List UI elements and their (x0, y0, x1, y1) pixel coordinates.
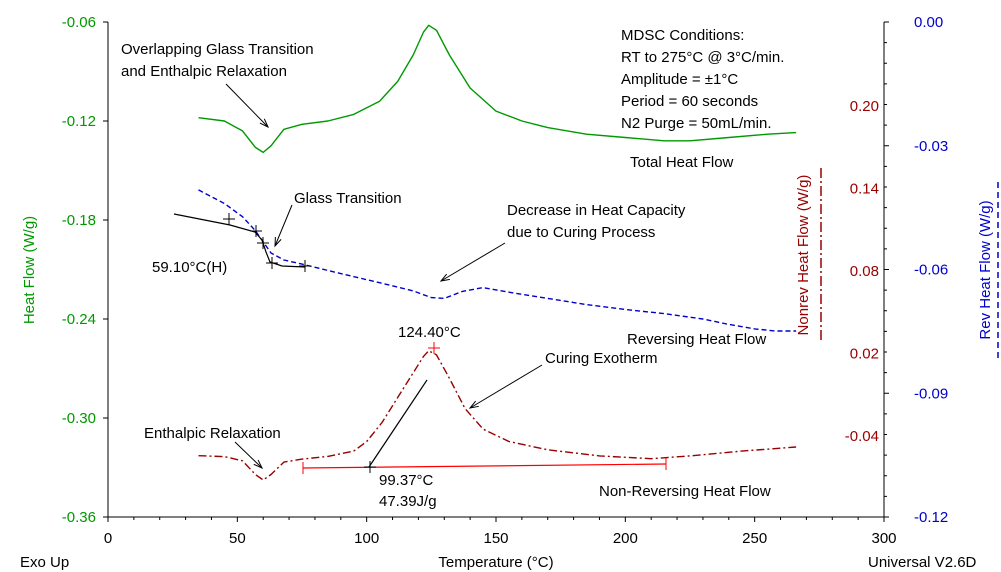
annotation-marks (173, 83, 667, 474)
conditions-line: Period = 60 seconds (621, 93, 758, 110)
reversing-heat-flow-label: Reversing Heat Flow (627, 331, 766, 348)
annotation-arrow (440, 242, 506, 282)
onset-temp-label: 99.37°C (379, 472, 434, 489)
mid-tick-label: 0.14 (850, 181, 879, 198)
glass-transition-tangent (173, 213, 306, 268)
annotation-arrowhead (439, 273, 450, 282)
tg-value-label: 59.10°C(H) (152, 259, 227, 276)
onset-tangent (368, 379, 428, 468)
curing-exotherm-label: Curing Exotherm (545, 350, 658, 367)
series-line (198, 189, 797, 332)
conditions-line: MDSC Conditions: (621, 27, 744, 44)
conditions-text: MDSC Conditions: RT to 275°C @ 3°C/min. … (621, 27, 784, 132)
overlap-label: Overlapping Glass Transition (121, 41, 314, 58)
x-tick-label: 150 (483, 530, 508, 547)
mid-tick-label: 0.08 (850, 263, 879, 280)
conditions-line: RT to 275°C @ 3°C/min. (621, 49, 784, 66)
x-tick-label: 0 (104, 530, 112, 547)
mid-tick-label: 0.20 (850, 98, 879, 115)
left-tick-label: -0.06 (62, 14, 96, 31)
right-tick-label: 0.00 (914, 14, 943, 31)
decrease-label: Decrease in Heat Capacity (507, 202, 686, 219)
annotation-arrow (225, 83, 269, 128)
x-tick-label: 100 (354, 530, 379, 547)
annotation-arrow (234, 441, 263, 469)
right-tick-label: -0.09 (914, 385, 948, 402)
x-tick-label: 300 (871, 530, 896, 547)
annotation-arrowhead (259, 118, 270, 129)
annotation-arrowhead (274, 236, 282, 248)
x-axis-title: Temperature (°C) (438, 554, 553, 571)
mid-tick-label: 0.02 (850, 346, 879, 363)
decrease-label: due to Curing Process (507, 224, 655, 241)
right-tick-label: -0.06 (914, 262, 948, 279)
left-tick-label: -0.12 (62, 113, 96, 130)
annotation-arrowhead (468, 400, 479, 409)
overlap-label: and Enthalpic Relaxation (121, 63, 287, 80)
x-tick-label: 200 (613, 530, 638, 547)
mid-axis-title: Nonrev Heat Flow (W/g) (795, 175, 812, 336)
footer-left: Exo Up (20, 554, 69, 571)
series-line (198, 350, 797, 481)
x-tick-label: 50 (229, 530, 246, 547)
right-axis-title: Rev Heat Flow (W/g) (977, 200, 994, 339)
right-tick-label: -0.12 (914, 509, 948, 526)
axis-ticks: 0 50 100 150 200 250 300 -0.06 -0.12 -0.18 -0.24 -0… (62, 14, 999, 547)
annotation-arrowhead (253, 459, 264, 470)
conditions-line: N2 Purge = 50mL/min. (621, 115, 772, 132)
total-heat-flow-label: Total Heat Flow (630, 154, 734, 171)
annotation-arrow (274, 204, 293, 247)
nonrev-heat-flow-label: Non-Reversing Heat Flow (599, 483, 771, 500)
series-line (198, 24, 797, 154)
left-tick-label: -0.18 (62, 212, 96, 229)
peak-temp-label: 124.40°C (398, 324, 461, 341)
integration-baseline (302, 463, 667, 469)
enthalpic-relaxation-label: Enthalpic Relaxation (144, 425, 281, 442)
left-axis-title: Heat Flow (W/g) (21, 216, 38, 324)
left-tick-label: -0.24 (62, 311, 96, 328)
x-tick-label: 250 (742, 530, 767, 547)
conditions-line: Amplitude = ±1°C (621, 71, 738, 88)
right-tick-label: -0.03 (914, 138, 948, 155)
footer-right: Universal V2.6D (868, 554, 977, 571)
left-tick-label: -0.36 (62, 509, 96, 526)
enthalpy-label: 47.39J/g (379, 493, 437, 510)
mid-tick-label: -0.04 (845, 428, 879, 445)
left-tick-label: -0.30 (62, 410, 96, 427)
annotation-arrow (469, 364, 543, 409)
glass-transition-label: Glass Transition (294, 190, 402, 207)
